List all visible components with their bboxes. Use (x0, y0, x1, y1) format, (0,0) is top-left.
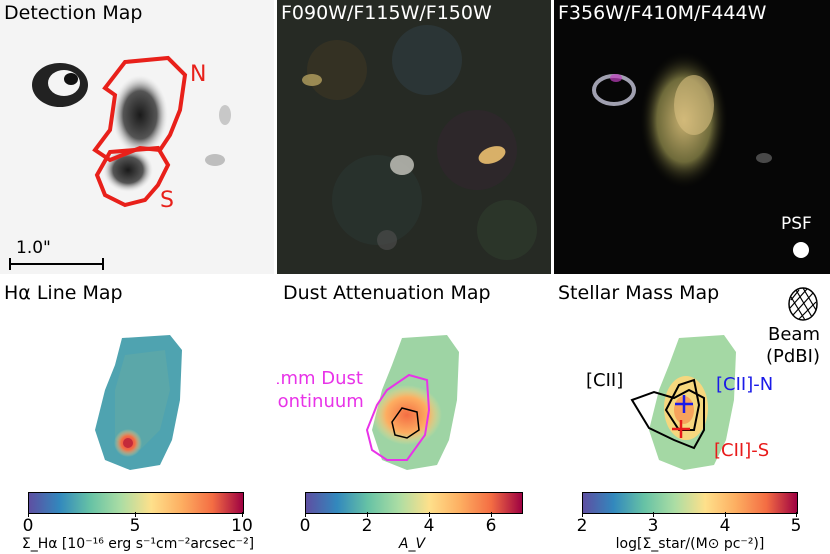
colorbar-halpha-tick-0: 0 (22, 516, 34, 536)
colorbar-mass-tick-3: 5 (790, 516, 802, 536)
mass-panel: Stellar Mass Map Beam (PdBI) [CII] [CII]… (554, 280, 830, 480)
dust-annotation-line1: 1mm Dust (277, 368, 363, 389)
halpha-image (95, 335, 182, 470)
short-rgb-image (277, 0, 551, 274)
south-contour (94, 145, 171, 208)
colorbar-halpha-tick-2: 10 (231, 516, 253, 536)
cii-s-label: [CII]-S (714, 440, 770, 461)
colorbar-dust-tick-2: 4 (423, 516, 435, 536)
beam-label-line2: (PdBI) (766, 346, 820, 367)
dust-title: Dust Attenuation Map (283, 282, 491, 304)
cii-n-label: [CII]-N (716, 374, 774, 395)
colorbar-halpha-tick-1: 5 (129, 516, 141, 536)
short-rgb-title: F090W/F115W/F150W (281, 2, 492, 24)
label-n: N (190, 62, 207, 87)
halpha-panel: Hα Line Map (0, 280, 274, 480)
dust-contour-outer (365, 373, 431, 461)
long-rgb-panel: F356W/F410M/F444W PSF (554, 0, 830, 274)
dust-panel: Dust Attenuation Map 1mm Dust Continuum (277, 280, 551, 480)
colorbar-mass-label: log[Σ_star/(M⊙ pc⁻²)] (615, 536, 765, 552)
psf-label: PSF (781, 214, 812, 234)
psf-marker (793, 242, 809, 258)
detection-map-panel: Detection Map N S 1.0" (0, 0, 274, 274)
cii-label: [CII] (586, 370, 624, 391)
short-rgb-panel: F090W/F115W/F150W (277, 0, 551, 274)
colorbar-mass-tick-2: 4 (719, 516, 731, 536)
colorbar-mass-tick-1: 3 (647, 516, 659, 536)
colorbar-dust-label: A_V (398, 536, 426, 552)
detection-map-image (0, 0, 274, 274)
long-rgb-image (554, 0, 830, 274)
long-rgb-title: F356W/F410M/F444W (558, 2, 767, 24)
colorbar-dust-tick-3: 6 (485, 516, 497, 536)
beam-icon (788, 287, 818, 321)
dust-contour-inner (391, 407, 420, 439)
colorbar-dust-tick-1: 2 (361, 516, 373, 536)
cii-n-marker (675, 395, 693, 413)
scalebar-label: 1.0" (16, 238, 51, 258)
beam-label-line1: Beam (768, 324, 820, 345)
halpha-title: Hα Line Map (4, 282, 123, 304)
mass-title: Stellar Mass Map (558, 282, 720, 304)
colorbar-mass-tick-0: 2 (576, 516, 588, 536)
detection-map-title: Detection Map (4, 2, 143, 24)
mass-image (630, 287, 818, 470)
colorbar-halpha-label: Σ_Hα [10⁻¹⁶ erg s⁻¹cm⁻²arcsec⁻²] (21, 536, 255, 552)
dust-annotation-line2: Continuum (277, 391, 364, 412)
cii-contour-outer (630, 388, 705, 450)
colorbar-dust-tick-0: 0 (299, 516, 311, 536)
label-s: S (160, 188, 174, 213)
cii-s-marker (672, 420, 690, 438)
dust-image (365, 335, 459, 470)
